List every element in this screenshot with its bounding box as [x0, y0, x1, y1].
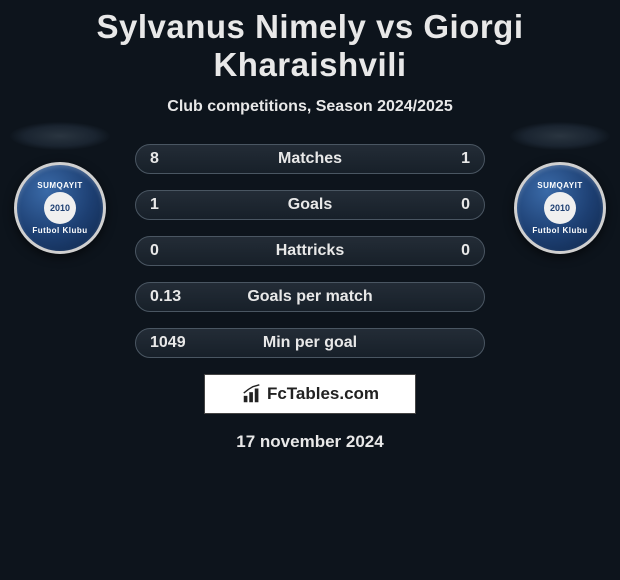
stat-label: Goals	[210, 196, 410, 214]
stat-row: 1 Goals 0	[135, 190, 485, 220]
club-crest-right: SUMQAYIT 2010 Futbol Klubu	[514, 162, 606, 254]
stat-left-value: 1	[150, 196, 210, 214]
title: Sylvanus Nimely vs Giorgi Kharaishvili	[0, 0, 620, 84]
subtitle: Club competitions, Season 2024/2025	[0, 98, 620, 116]
crest-top-text: SUMQAYIT	[537, 181, 583, 190]
crest-year: 2010	[544, 192, 576, 224]
stat-right-value: 0	[410, 196, 470, 214]
comparison-card: Sylvanus Nimely vs Giorgi Kharaishvili C…	[0, 0, 620, 580]
player-right-badge: SUMQAYIT 2010 Futbol Klubu	[510, 122, 610, 254]
stat-right-value: 0	[410, 242, 470, 260]
stat-label: Matches	[210, 150, 410, 168]
stat-row: 8 Matches 1	[135, 144, 485, 174]
club-crest-left: SUMQAYIT 2010 Futbol Klubu	[14, 162, 106, 254]
stat-row: 0 Hattricks 0	[135, 236, 485, 266]
crest-bottom-text: Futbol Klubu	[32, 226, 87, 235]
stat-left-value: 8	[150, 150, 210, 168]
watermark-text: FcTables.com	[267, 384, 379, 404]
watermark: FcTables.com	[204, 374, 416, 414]
stat-left-value: 0	[150, 242, 210, 260]
shadow-ellipse	[10, 122, 110, 150]
stat-right-value: 1	[410, 150, 470, 168]
stat-label: Hattricks	[210, 242, 410, 260]
chart-icon	[241, 383, 263, 405]
stat-left-value: 1049	[150, 334, 210, 352]
crest-year: 2010	[44, 192, 76, 224]
stat-row: 0.13 Goals per match	[135, 282, 485, 312]
shadow-ellipse	[510, 122, 610, 150]
stat-label: Goals per match	[210, 288, 410, 306]
crest-bottom-text: Futbol Klubu	[532, 226, 587, 235]
stat-row: 1049 Min per goal	[135, 328, 485, 358]
crest-top-text: SUMQAYIT	[37, 181, 83, 190]
date: 17 november 2024	[0, 432, 620, 452]
stat-label: Min per goal	[210, 334, 410, 352]
stat-left-value: 0.13	[150, 288, 210, 306]
player-left-badge: SUMQAYIT 2010 Futbol Klubu	[10, 122, 110, 254]
stats-table: 8 Matches 1 1 Goals 0 0 Hattricks 0 0.13…	[135, 144, 485, 358]
